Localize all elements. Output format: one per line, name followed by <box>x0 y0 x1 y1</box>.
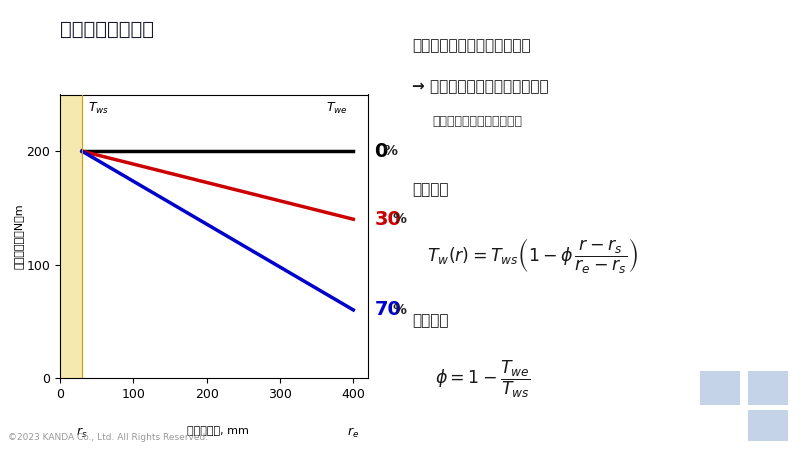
Text: %: % <box>383 144 398 158</box>
Text: $r_e$: $r_e$ <box>347 426 359 440</box>
Text: 巻取張力: 巻取張力 <box>412 182 449 197</box>
Text: 30: 30 <box>374 210 402 229</box>
Text: $T_{we}$: $T_{we}$ <box>326 100 347 116</box>
Text: $T_w(r) = T_{ws}\left(1 - \phi\,\dfrac{r - r_s}{r_e - r_s}\right)$: $T_w(r) = T_{ws}\left(1 - \phi\,\dfrac{r… <box>427 236 638 275</box>
Text: 70: 70 <box>374 301 402 320</box>
Text: %: % <box>392 303 406 317</box>
Text: $\phi = 1 - \dfrac{T_{we}}{T_{ws}}$: $\phi = 1 - \dfrac{T_{we}}{T_{ws}}$ <box>435 358 530 400</box>
Text: 0: 0 <box>374 142 388 161</box>
Bar <box>748 371 788 405</box>
Text: $T_{ws}$: $T_{ws}$ <box>88 100 109 116</box>
Bar <box>60 94 82 378</box>
Text: → 円周方向しわ・巻締りの防止: → 円周方向しわ・巻締りの防止 <box>412 79 549 94</box>
Text: ロール半径に応じて張力低減: ロール半径に応じて張力低減 <box>412 38 530 53</box>
Text: テーパ張力の効果: テーパ張力の効果 <box>60 20 154 39</box>
Y-axis label: 巻取り張力，N・m: 巻取り張力，N・m <box>14 203 24 269</box>
Text: ©2023 KANDA Co., Ltd. All Rights Reserved.: ©2023 KANDA Co., Ltd. All Rights Reserve… <box>8 433 208 442</box>
Text: ロール半径, mm: ロール半径, mm <box>186 426 249 436</box>
Bar <box>700 371 741 405</box>
Bar <box>748 410 788 441</box>
Text: （古くからの経験的方法）: （古くからの経験的方法） <box>432 115 522 128</box>
Text: %: % <box>392 212 406 226</box>
Text: $r_s$: $r_s$ <box>76 426 88 440</box>
Text: テーパ率: テーパ率 <box>412 313 449 328</box>
